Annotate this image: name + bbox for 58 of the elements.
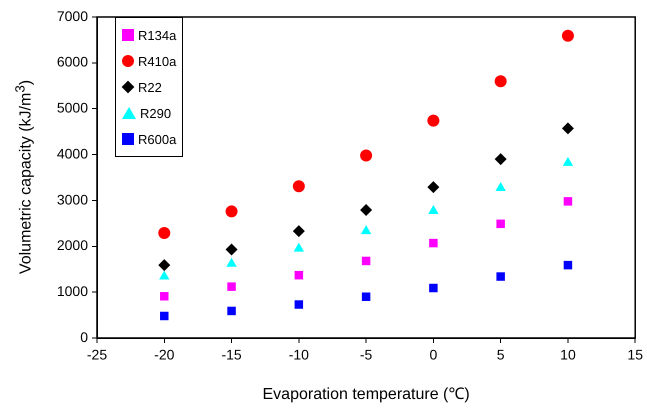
y-tick-label: 0 — [80, 328, 88, 345]
point — [562, 30, 574, 42]
y-tick-label: 3000 — [56, 191, 88, 208]
y-tick-label: 5000 — [56, 100, 88, 116]
legend-label: R600a — [138, 132, 176, 146]
point — [227, 306, 236, 316]
point — [427, 114, 440, 127]
x-tick-label: 10 — [560, 346, 576, 362]
point — [226, 205, 238, 218]
x-tick-label: 15 — [627, 346, 644, 362]
y-tick-label: 6000 — [56, 54, 88, 70]
legend-label: R22 — [138, 80, 162, 94]
point — [496, 220, 505, 228]
point — [160, 292, 169, 301]
point — [562, 122, 574, 134]
point — [294, 300, 304, 309]
point — [294, 270, 304, 280]
point — [158, 226, 170, 239]
point — [292, 225, 305, 238]
x-tick-label: -5 — [360, 346, 373, 362]
point — [429, 238, 438, 248]
y-tick-label: 2000 — [56, 237, 88, 254]
point — [428, 204, 439, 214]
x-tick-label: -15 — [221, 346, 242, 362]
point — [362, 292, 370, 301]
point — [427, 181, 440, 194]
point — [496, 272, 505, 281]
legend-label: R134a — [138, 28, 176, 42]
legend-label: R290 — [140, 106, 172, 120]
x-tick-label: -10 — [288, 346, 310, 362]
point — [292, 180, 305, 192]
point — [226, 258, 237, 267]
point — [495, 182, 506, 192]
point — [564, 197, 572, 206]
point — [494, 75, 507, 88]
point — [494, 153, 507, 166]
x-tick-label: -25 — [86, 346, 108, 362]
y-tick-label: 4000 — [56, 145, 88, 162]
x-tick-label: 5 — [496, 346, 505, 362]
x-tick-label: -20 — [154, 346, 175, 362]
point — [564, 260, 572, 270]
point — [158, 259, 170, 272]
point — [360, 149, 372, 162]
y-tick-label: 1000 — [56, 283, 88, 299]
point — [159, 270, 170, 280]
point — [227, 282, 236, 291]
legend-label: R410a — [138, 54, 176, 68]
point — [429, 284, 438, 292]
x-axis-title: Evaporation temperature (℃) — [262, 386, 470, 403]
point — [160, 312, 169, 320]
x-tick-label: 0 — [429, 346, 438, 362]
y-tick-label: 7000 — [56, 8, 88, 24]
point — [226, 243, 238, 256]
point — [360, 204, 372, 216]
point — [294, 242, 304, 252]
point — [360, 225, 372, 234]
point — [362, 256, 370, 266]
point — [562, 156, 574, 166]
